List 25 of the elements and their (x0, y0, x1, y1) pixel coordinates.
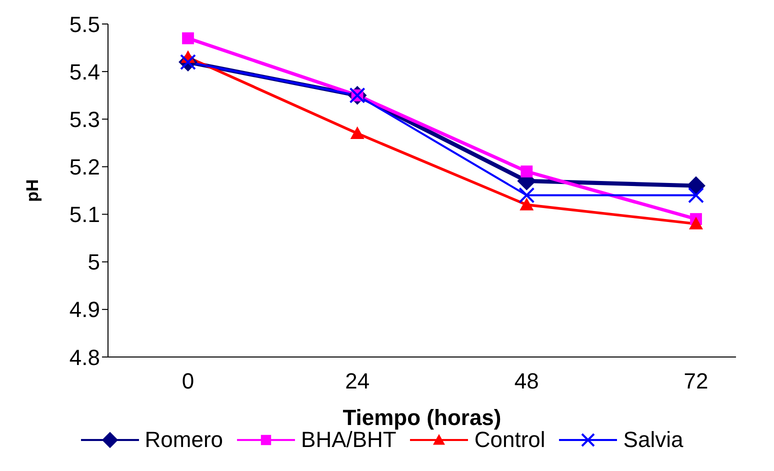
y-tick-label: 5.1 (69, 202, 100, 228)
point (518, 187, 535, 204)
y-tick-label: 4.9 (69, 297, 100, 322)
point (182, 32, 194, 44)
legend-label: Romero (144, 427, 224, 453)
point (689, 216, 703, 230)
x-tick-label: 0 (182, 368, 194, 394)
y-tick-label: 5.2 (69, 154, 100, 180)
y-tick-label: 5.5 (69, 12, 100, 37)
y-tick-label: 5.4 (69, 59, 100, 84)
point (350, 126, 364, 140)
y-tick-label: 5 (88, 250, 100, 275)
point (688, 187, 704, 204)
x-tick-label: 24 (345, 368, 370, 394)
legend-label: BHA/BHT (301, 427, 396, 453)
y-tick-label: 4.8 (69, 344, 100, 370)
point (520, 166, 533, 178)
point (686, 176, 706, 196)
x-tick-label: 72 (684, 368, 708, 394)
legend-label: Salvia (623, 427, 684, 453)
point (520, 198, 534, 210)
x-tick-label: 48 (514, 368, 539, 394)
y-axis-title: pH (23, 179, 42, 202)
y-tick-label: 5.3 (69, 106, 100, 132)
x-axis-title: Tiempo (horas) (342, 405, 502, 430)
